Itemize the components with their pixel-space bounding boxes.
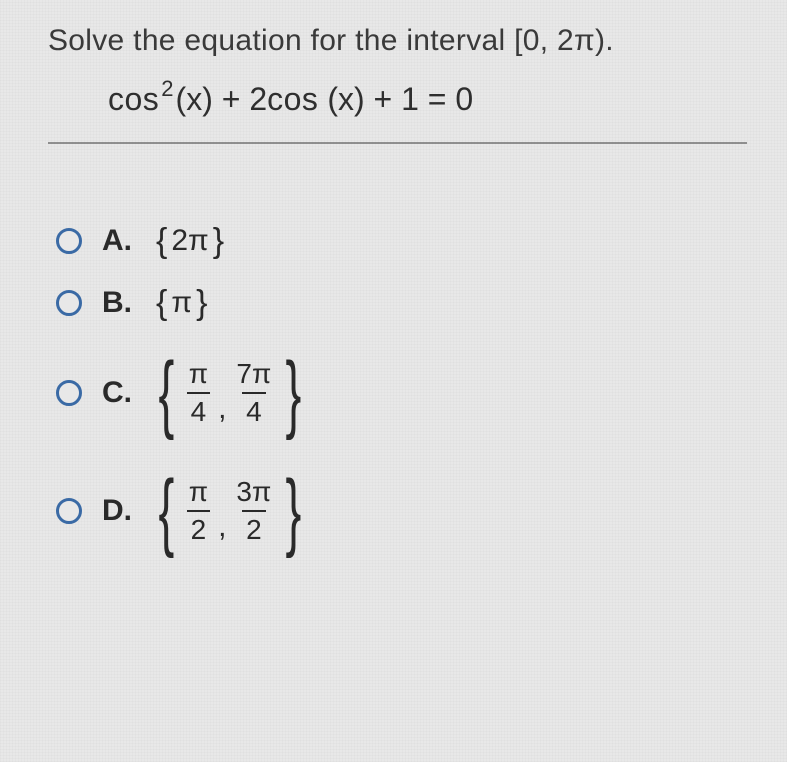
prompt-text-after: ). (595, 24, 614, 57)
choice-c-f1-den: 4 (187, 392, 211, 428)
question-prompt: Solve the equation for the interval [0, … (48, 24, 747, 58)
choice-c-frac1: π 4 (185, 358, 212, 428)
close-brace-big: } (286, 481, 302, 541)
choice-a-body: 2π (171, 224, 208, 258)
choice-b-letter: B. (102, 286, 138, 320)
comma: , (216, 510, 228, 544)
choice-a-letter: A. (102, 224, 138, 258)
choice-a[interactable]: A. { 2π } (56, 224, 747, 258)
choice-d-letter: D. (102, 494, 138, 528)
open-brace-big: { (158, 363, 174, 423)
choice-d-frac1: π 2 (185, 476, 212, 546)
close-brace-big: } (286, 363, 302, 423)
equation-arg2: (x) (318, 81, 364, 117)
choice-c-f2-den: 4 (242, 392, 266, 428)
choice-c-letter: C. (102, 376, 138, 410)
radio-d[interactable] (56, 498, 82, 524)
equation: cos2(x) + 2cos (x) + 1 = 0 (108, 76, 747, 118)
close-brace: } (209, 224, 228, 258)
choice-d-frac2: 3π 2 (232, 476, 275, 546)
equation-exponent: 2 (161, 76, 173, 101)
choice-d-f1-num: π (185, 476, 212, 510)
open-brace-big: { (158, 481, 174, 541)
choice-d-f2-num: 3π (232, 476, 275, 510)
choice-b-value: { π } (152, 286, 211, 320)
open-brace: { (152, 286, 171, 320)
equation-plus2: + 2 (213, 81, 267, 117)
answer-choices: A. { 2π } B. { π } C. { π 4 , 7π 4 (56, 224, 747, 556)
equation-cos1: cos (108, 81, 159, 117)
equation-arg1: (x) (176, 81, 213, 117)
choice-c-f1-num: π (185, 358, 212, 392)
choice-c[interactable]: C. { π 4 , 7π 4 } (56, 348, 747, 438)
equation-tail: + 1 = 0 (365, 81, 474, 117)
choice-c-value: { π 4 , 7π 4 } (152, 358, 308, 428)
choice-c-frac2: 7π 4 (232, 358, 275, 428)
open-brace: { (152, 224, 171, 258)
radio-b[interactable] (56, 290, 82, 316)
comma: , (216, 392, 228, 426)
radio-a[interactable] (56, 228, 82, 254)
radio-c[interactable] (56, 380, 82, 406)
choice-b-body: π (171, 286, 192, 320)
choice-c-f2-num: 7π (232, 358, 275, 392)
prompt-pi: π (574, 24, 595, 57)
choice-d-f1-den: 2 (187, 510, 211, 546)
equation-cos2: cos (267, 81, 318, 117)
prompt-text-before: Solve the equation for the interval [0, … (48, 24, 574, 57)
choice-b[interactable]: B. { π } (56, 286, 747, 320)
choice-d-value: { π 2 , 3π 2 } (152, 476, 308, 546)
choice-a-value: { 2π } (152, 224, 228, 258)
choice-d-f2-den: 2 (242, 510, 266, 546)
section-divider (48, 142, 747, 144)
close-brace: } (192, 286, 211, 320)
choice-d[interactable]: D. { π 2 , 3π 2 } (56, 466, 747, 556)
